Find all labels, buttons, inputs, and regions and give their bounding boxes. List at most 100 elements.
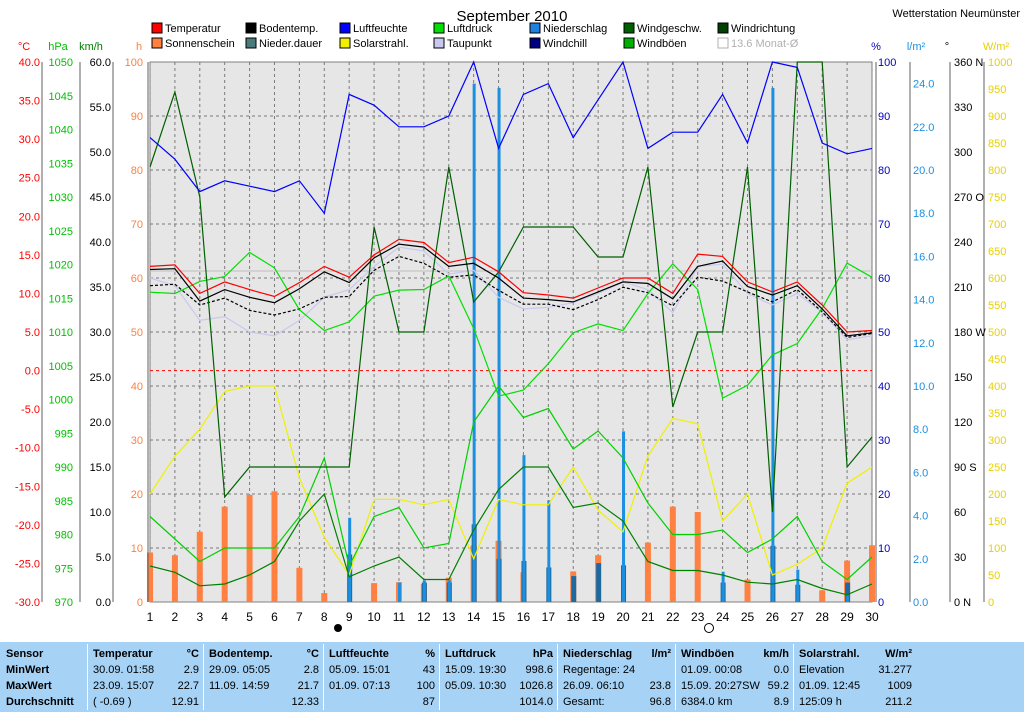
axis-tick-label: 1000	[49, 395, 73, 407]
x-tick-label: 24	[716, 610, 730, 624]
axis-tick-label: 1005	[49, 361, 73, 373]
axis-tick-label: 15.0	[19, 250, 40, 262]
x-tick-label: 9	[346, 610, 353, 624]
axis-tick-label: 10	[878, 543, 890, 555]
axis-tick-label: 20.0	[90, 417, 111, 429]
axis-tick-label: 24.0	[913, 79, 934, 91]
axis-tick-label: 650	[988, 246, 1006, 258]
stats-value: km/h	[763, 648, 789, 660]
stats-label: Regentage: 24	[563, 664, 636, 676]
x-tick-label: 25	[741, 610, 755, 624]
axis-tick-label: 60	[878, 273, 890, 285]
bars	[147, 83, 875, 603]
axis-tick-label: 995	[55, 428, 73, 440]
x-tick-label: 5	[246, 610, 253, 624]
x-axis: 1 2 3 4 5 6 7 8 9 10 11 12 13 14 15 16 17 18 19 20 21 22 23 24 2…	[147, 610, 879, 633]
x-tick-label: 30	[865, 610, 879, 624]
axis-tick-label: 18.0	[913, 208, 934, 220]
stats-separator	[323, 644, 324, 710]
axis-tick-label: 0.0	[96, 597, 111, 609]
station-name: Wetterstation Neumünster	[892, 8, 1020, 20]
stats-label: 15.09. 20:27SW	[681, 680, 760, 692]
stats-header-min: MinWert	[6, 664, 50, 676]
axis-tick-label: 150	[988, 516, 1006, 528]
axis-tick-label: 750	[988, 192, 1006, 204]
x-tick-label: 1	[147, 610, 154, 624]
axis-unit-label: hPa	[48, 41, 68, 53]
stats-column: Windböen km/h 01.09. 00:08 0.0 15.09. 20:27S…	[677, 644, 793, 710]
legend-swatch	[717, 37, 729, 49]
sunshine-bar	[196, 531, 203, 602]
stats-value: 1009	[887, 680, 912, 692]
stats-value: 59.2	[767, 680, 789, 692]
precip-bar	[771, 87, 775, 603]
stats-row: 12.33	[209, 696, 319, 712]
stats-row: 6384.0 km 8.9	[681, 696, 789, 712]
axis-unit-labels: °C hPa km/h h% l/m² ° W/m²	[18, 41, 1010, 53]
axis-tick-label: 22.0	[913, 122, 934, 134]
axis-tick-label: 990	[55, 462, 73, 474]
stats-row: Elevation 31.277	[799, 664, 912, 680]
axis-tick-label: 14.0	[913, 295, 934, 307]
stats-separator	[675, 644, 676, 710]
stats-row: 29.09. 05:05 2.8	[209, 664, 319, 680]
axis-unit-label: °	[945, 41, 949, 53]
stats-value: 998.6	[525, 664, 553, 676]
stats-column: Bodentemp. °C 29.09. 05:05 2.8 11.09. 14:59 2…	[205, 644, 323, 710]
axis-tick-label: 300	[988, 435, 1006, 447]
x-tick-label: 2	[172, 610, 179, 624]
axis-tick-label: 15.0	[90, 462, 111, 474]
axis-tick-label: 8.0	[913, 424, 928, 436]
stats-row: 01.09. 00:08 0.0	[681, 664, 789, 680]
axis-tick-label: 270 O	[954, 192, 984, 204]
stats-label: Niederschlag	[563, 648, 633, 660]
stats-value: 23.8	[649, 680, 671, 692]
legend-label: Taupunkt	[447, 38, 492, 50]
stats-row: Gesamt: 96.8	[563, 696, 671, 712]
precip-bar	[348, 517, 352, 602]
stats-header-sensor: Sensor	[6, 648, 44, 660]
stats-header-max: MaxWert	[6, 680, 52, 692]
x-tick-label: 22	[666, 610, 680, 624]
stats-label: 01.09. 00:08	[681, 664, 743, 676]
stats-row: Luftfeuchte%	[329, 648, 435, 664]
axis-unit-label: l/m²	[907, 41, 926, 53]
axis-tick-label: 600	[988, 273, 1006, 285]
stats-label: 15.09. 19:30	[445, 664, 507, 676]
stats-column: Niederschlag l/m² Regentage: 24 26.09. 06:1…	[559, 644, 675, 710]
legend-swatch	[245, 22, 257, 34]
stats-header-avg: Durchschnitt	[6, 696, 74, 708]
axis-tick-label: 90	[878, 111, 890, 123]
axis-unit-label: °C	[18, 41, 30, 53]
legend-label: 13.6 Monat-Ø	[731, 38, 799, 50]
axis-tick-label: 40.0	[19, 57, 40, 69]
x-tick-label: 19	[591, 610, 605, 624]
weather-chart: September 2010 Wetterstation Neumünster …	[15, 8, 1020, 633]
axis-tick-label: -5.0	[21, 404, 40, 416]
stats-column: Luftfeuchte% 05.09. 15:01 43 01.09. 07:13 10…	[325, 644, 439, 710]
stats-row: 26.09. 06:10 23.8	[563, 680, 671, 696]
stats-value: 8.9	[773, 696, 789, 708]
legend-swatch	[339, 37, 351, 49]
stats-row: Bodentemp. °C	[209, 648, 319, 664]
precip-bar	[497, 87, 501, 603]
stats-value: W/m²	[885, 648, 912, 660]
precip-bar	[472, 83, 476, 603]
legend-swatch	[433, 37, 445, 49]
axis-tick-label: -20.0	[15, 520, 40, 532]
axis-tick-label: 200	[988, 489, 1006, 501]
stats-row: Luftdruck hPa	[445, 648, 553, 664]
legend-label: Temperatur	[165, 23, 221, 35]
stats-row: 05.09. 15:01 43	[329, 664, 435, 680]
series-line	[149, 466, 873, 596]
axis-tick-label: 10.0	[19, 288, 40, 300]
axis-tick-label: 950	[988, 84, 1006, 96]
axis-tick-label: 50	[131, 327, 143, 339]
x-tick-label: 21	[641, 610, 655, 624]
legend-label: Windrichtung	[731, 23, 795, 35]
legend-swatch	[623, 22, 635, 34]
stats-value: 1014.0	[519, 696, 553, 708]
legend-swatch	[529, 37, 541, 49]
series-line	[149, 60, 873, 215]
axis-tick-label: 40	[131, 381, 143, 393]
